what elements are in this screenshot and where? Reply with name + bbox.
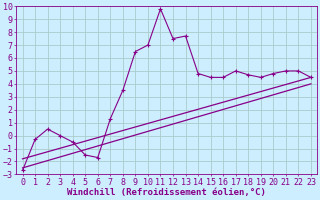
- X-axis label: Windchill (Refroidissement éolien,°C): Windchill (Refroidissement éolien,°C): [67, 188, 266, 197]
